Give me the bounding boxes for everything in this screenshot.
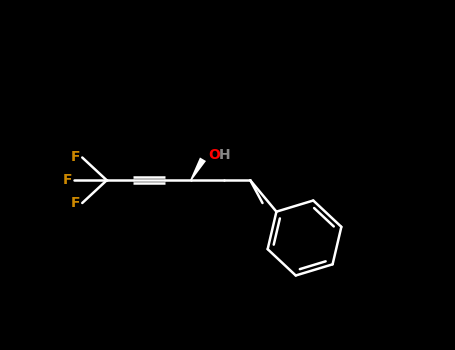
Text: F: F xyxy=(62,173,72,187)
Text: F: F xyxy=(71,150,81,164)
Text: O: O xyxy=(208,148,220,162)
Text: H: H xyxy=(219,148,230,162)
Polygon shape xyxy=(190,158,206,181)
Text: F: F xyxy=(71,196,81,210)
